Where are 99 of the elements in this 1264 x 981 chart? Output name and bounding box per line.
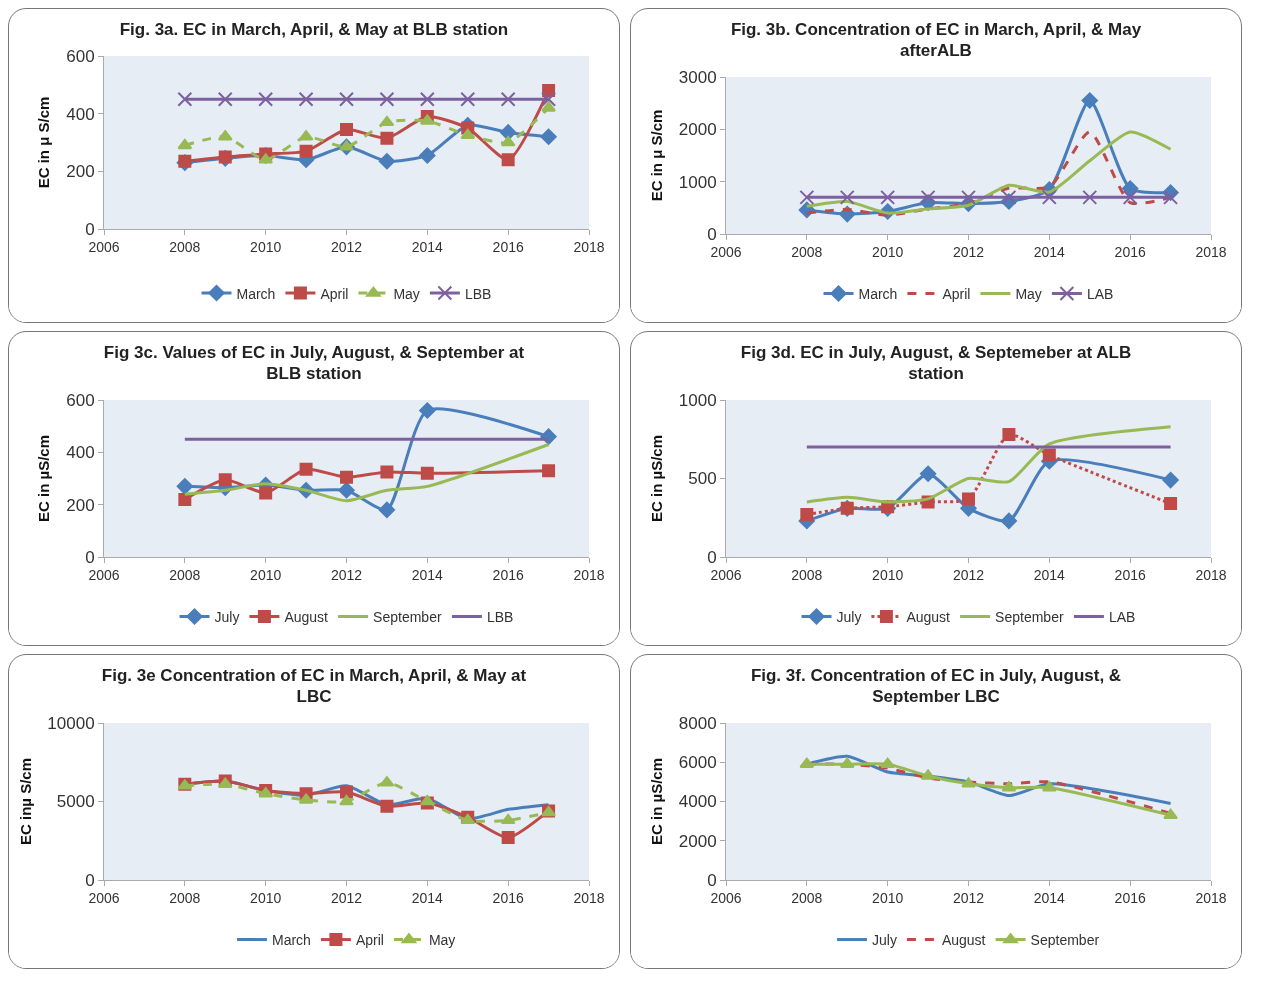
y-tick-label: 200 <box>66 162 95 182</box>
y-tick-label: 1000 <box>678 172 717 192</box>
legend-label: March <box>236 285 276 302</box>
x-tick-label: 2012 <box>952 243 985 260</box>
x-tick-label: 2006 <box>710 889 742 906</box>
legend-label: March <box>272 932 311 949</box>
chart-title: Fig 3c. Values of EC in July, August, & September at BLB station <box>102 342 526 384</box>
x-tick-label: 2006 <box>710 566 742 583</box>
legend-label: July <box>872 932 897 949</box>
x-tick-label: 2010 <box>250 566 282 583</box>
chart-title: Fig. 3b. Concentration of EC in March, April, & May afterALB <box>729 19 1143 61</box>
y-tick-label: 6000 <box>678 753 717 773</box>
x-tick-label: 2010 <box>250 238 282 255</box>
y-axis-title: EC in µS/cm <box>35 435 53 522</box>
x-tick-label: 2010 <box>872 889 904 906</box>
y-tick-label: 3000 <box>678 67 717 87</box>
x-tick-label: 2012 <box>330 889 363 906</box>
x-tick-label: 2016 <box>492 889 524 906</box>
x-tick-label: 2012 <box>952 889 985 906</box>
y-tick-label: 0 <box>85 547 95 567</box>
legend-label: September <box>1030 932 1100 949</box>
legend-label: April <box>942 286 971 303</box>
chart-title: Fig 3d. EC in July, August, & Septemeber at ALB station <box>739 342 1133 384</box>
y-tick-label: 5000 <box>56 792 95 812</box>
x-tick-label: 2018 <box>1195 243 1227 260</box>
chart-title: Fig. 3f. Concentration of EC in July, August, & September LBC <box>749 665 1123 707</box>
x-tick-label: 2014 <box>1033 243 1066 260</box>
legend-label: LBB <box>486 609 514 626</box>
y-tick-label: 600 <box>66 390 95 410</box>
y-tick-label: 2000 <box>678 831 717 851</box>
x-tick-label: 2012 <box>330 566 363 583</box>
x-tick-label: 2018 <box>573 238 605 255</box>
x-tick-label: 2006 <box>88 238 120 255</box>
chart-title: Fig. 3a. EC in March, April, & May at BLB station <box>118 19 510 40</box>
y-tick-label: 10000 <box>47 713 95 733</box>
x-tick-label: 2014 <box>411 566 444 583</box>
x-tick-label: 2014 <box>411 889 444 906</box>
x-tick-label: 2016 <box>492 566 524 583</box>
legend-label: July <box>836 609 862 626</box>
legend-label: September <box>995 609 1064 626</box>
y-axis-title: EC in µS/cm <box>648 435 666 522</box>
legend-label: August <box>284 609 329 626</box>
legend-label: May <box>428 932 456 949</box>
x-tick-label: 2010 <box>872 566 904 583</box>
y-tick-label: 0 <box>85 870 95 890</box>
legend-label: August <box>941 932 986 949</box>
x-tick-label: 2016 <box>1114 243 1146 260</box>
y-axis-title: EC inµ S/cm <box>16 758 34 845</box>
y-tick-label: 0 <box>707 547 717 567</box>
x-tick-label: 2016 <box>492 238 524 255</box>
x-tick-label: 2008 <box>791 243 823 260</box>
x-tick-label: 2014 <box>411 238 444 255</box>
y-axis-title: EC in μ S/cm <box>35 96 53 189</box>
x-tick-label: 2012 <box>952 566 985 583</box>
y-tick-label: 0 <box>707 224 717 244</box>
legend-label: LAB <box>1108 609 1136 626</box>
x-tick-label: 2018 <box>573 889 605 906</box>
y-tick-label: 0 <box>707 870 717 890</box>
x-tick-label: 2006 <box>88 889 120 906</box>
y-tick-label: 8000 <box>678 713 717 733</box>
x-tick-label: 2012 <box>330 238 363 255</box>
x-tick-label: 2006 <box>88 566 120 583</box>
x-tick-label: 2010 <box>250 889 282 906</box>
x-tick-label: 2018 <box>1195 889 1227 906</box>
legend-label: May <box>1015 286 1042 303</box>
x-tick-label: 2014 <box>1033 889 1066 906</box>
x-tick-label: 2014 <box>1033 566 1066 583</box>
x-tick-label: 2008 <box>169 238 201 255</box>
x-tick-label: 2016 <box>1114 566 1146 583</box>
legend-label: LAB <box>1086 286 1114 303</box>
x-tick-label: 2008 <box>169 566 201 583</box>
x-tick-label: 2018 <box>1195 566 1227 583</box>
legend-label: September <box>373 609 442 626</box>
y-tick-label: 4000 <box>678 792 717 812</box>
x-tick-label: 2008 <box>169 889 201 906</box>
legend-label: April <box>320 285 349 302</box>
legend-label: August <box>906 609 951 626</box>
x-tick-label: 2008 <box>791 566 823 583</box>
y-axis-title: EC in μ S/cm <box>648 109 666 202</box>
y-tick-label: 400 <box>66 443 95 463</box>
legend-label: March <box>858 286 898 303</box>
y-tick-label: 0 <box>85 219 95 239</box>
legend-label: LBB <box>464 285 492 302</box>
x-tick-label: 2016 <box>1114 889 1146 906</box>
y-tick-label: 400 <box>66 104 95 124</box>
y-tick-label: 600 <box>66 46 95 66</box>
legend-label: April <box>355 932 384 949</box>
x-tick-label: 2010 <box>872 243 904 260</box>
x-tick-label: 2008 <box>791 889 823 906</box>
y-axis-title: EC in µS/cm <box>648 758 666 845</box>
y-tick-label: 500 <box>688 469 717 489</box>
legend-label: May <box>393 285 420 302</box>
y-tick-label: 200 <box>66 495 95 515</box>
chart-title: Fig. 3e Concentration of EC in March, April, & May at LBC <box>100 665 528 707</box>
y-tick-label: 2000 <box>678 120 717 140</box>
legend-label: July <box>214 609 240 626</box>
y-tick-label: 1000 <box>678 390 717 410</box>
x-tick-label: 2018 <box>573 566 605 583</box>
x-tick-label: 2006 <box>710 243 742 260</box>
